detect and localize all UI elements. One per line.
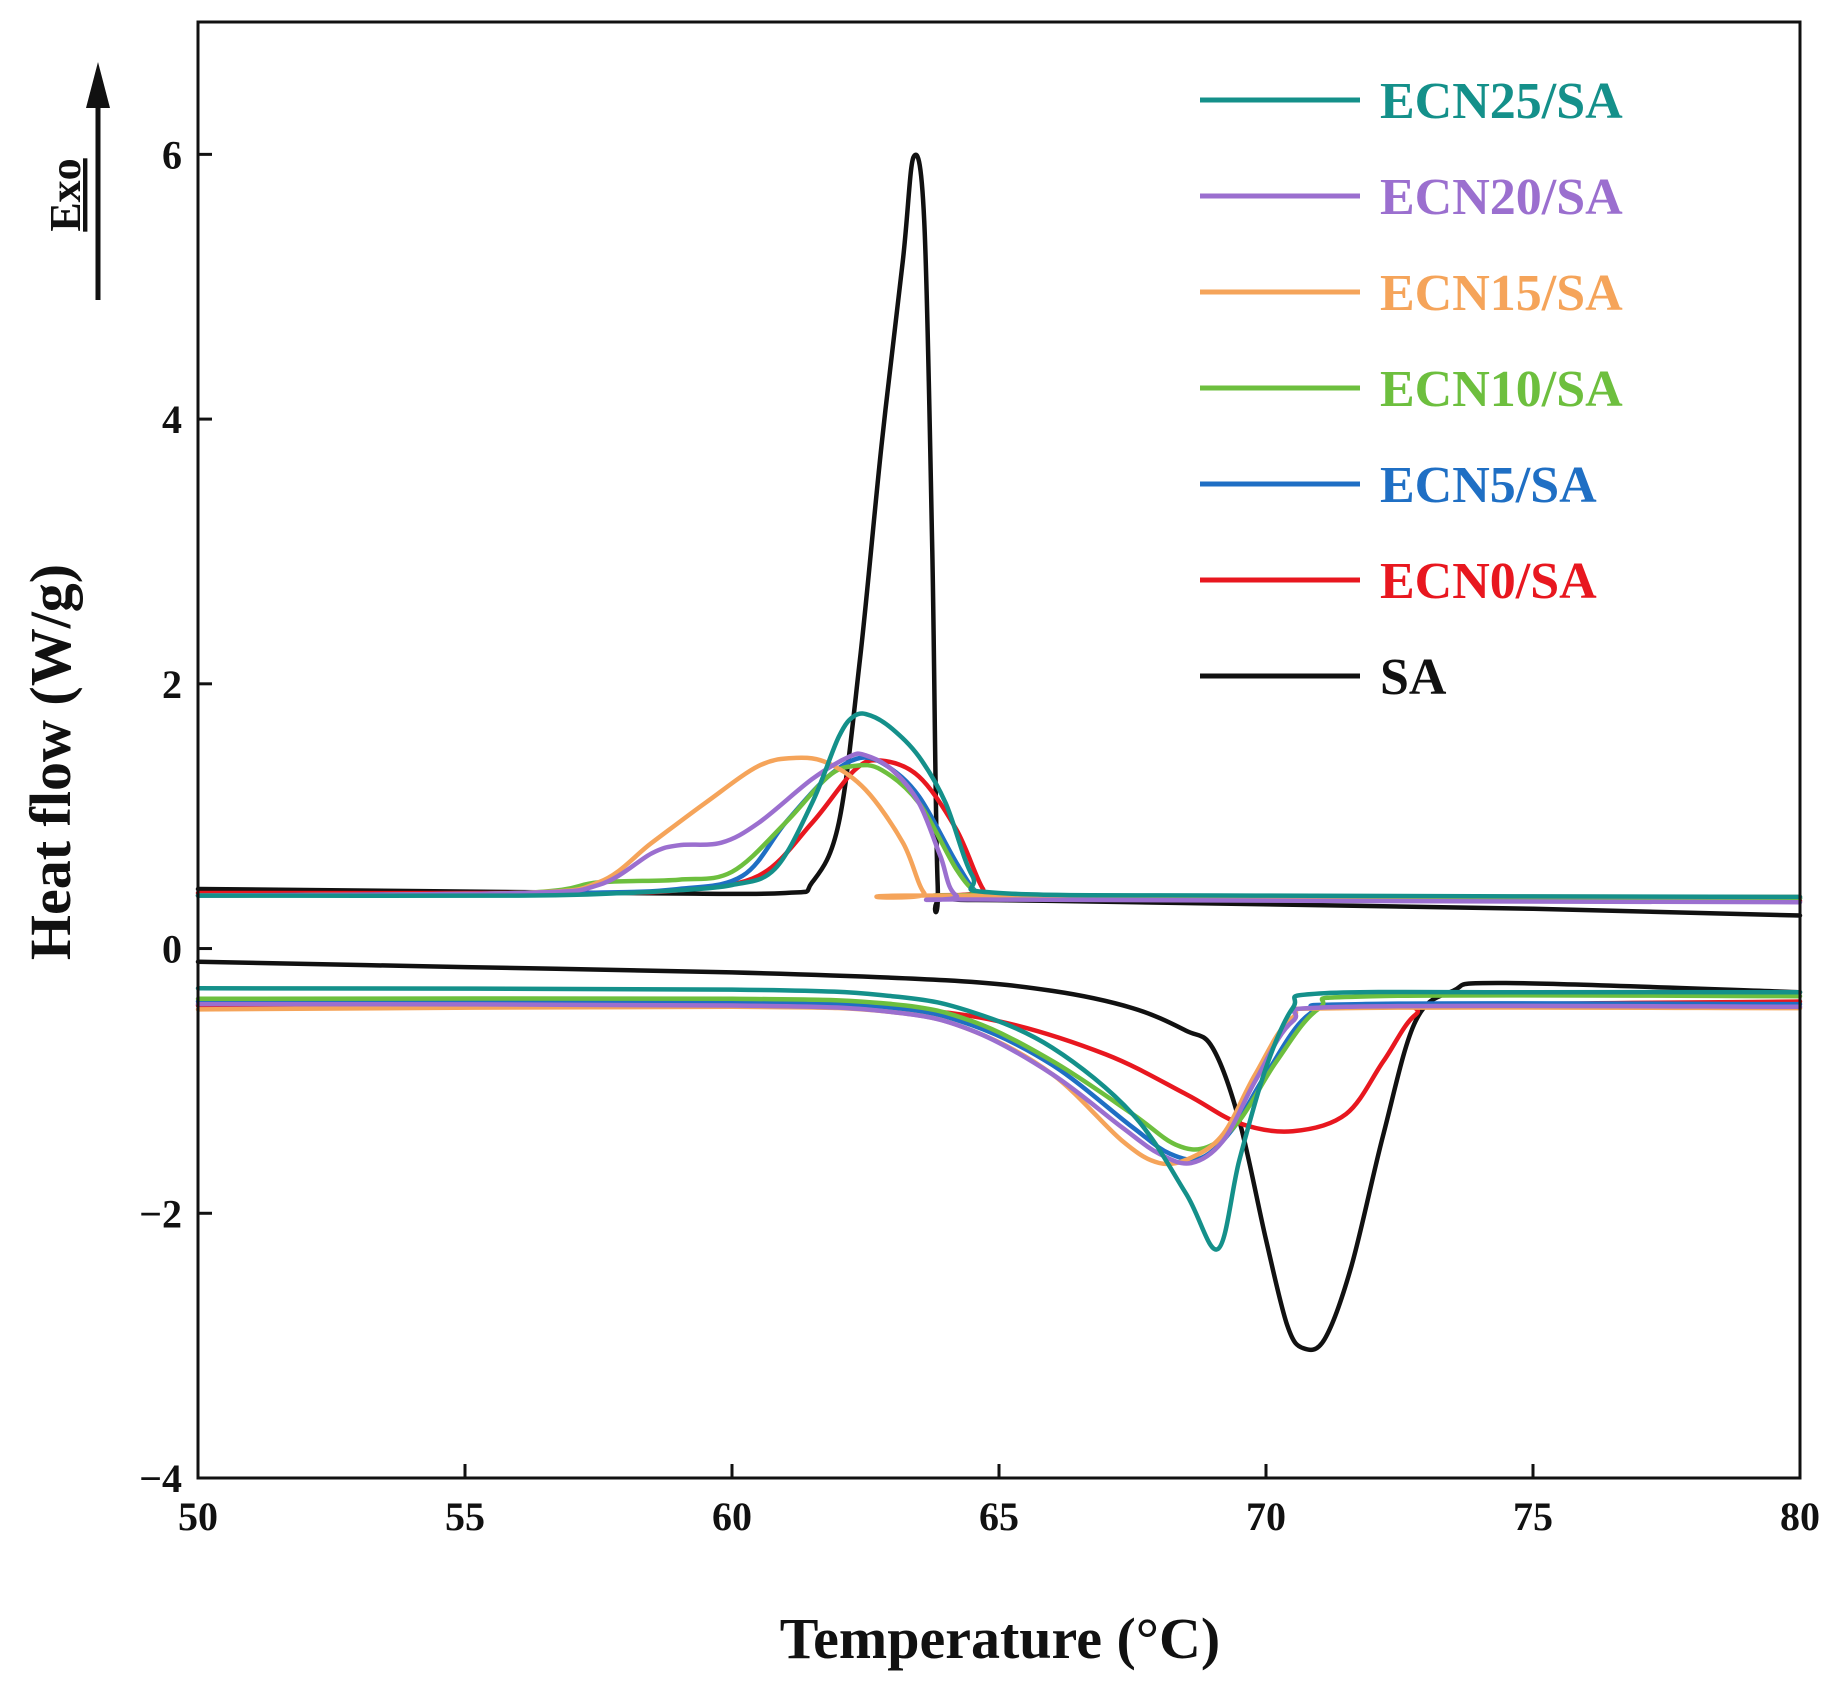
- y-tick-label: −2: [139, 1191, 182, 1236]
- x-tick-label: 70: [1246, 1494, 1286, 1539]
- y-tick-label: −4: [139, 1456, 182, 1501]
- y-tick-label: 0: [162, 927, 182, 972]
- legend-label-ecn20-sa: ECN20/SA: [1380, 169, 1623, 226]
- y-axis-title: Heat flow (W/g): [18, 564, 83, 960]
- series-ecn20-sa-cooling-curve: [195, 751, 1803, 905]
- y-tick-label: 6: [162, 132, 182, 177]
- legend-label-ecn10-sa: ECN10/SA: [1380, 361, 1623, 418]
- series-ecn25-sa-heating-curve: [195, 986, 1803, 1252]
- series-ecn10-sa-heating-curve: [195, 993, 1803, 1152]
- y-tick-label: 2: [162, 662, 182, 707]
- legend-label-ecn15-sa: ECN15/SA: [1380, 265, 1623, 322]
- legend-label-ecn0-sa: ECN0/SA: [1380, 553, 1597, 610]
- exo-label: Exo: [41, 158, 90, 231]
- series-ecn25-sa-cooling-curve: [195, 711, 1803, 900]
- x-axis-title: Temperature (°C): [780, 1606, 1220, 1671]
- y-tick-label: 4: [162, 397, 182, 442]
- series-layer: [195, 152, 1803, 1353]
- x-tick-label: 50: [178, 1494, 218, 1539]
- legend-label-ecn25-sa: ECN25/SA: [1380, 73, 1623, 130]
- legend-label-ecn5-sa: ECN5/SA: [1380, 457, 1597, 514]
- x-tick-label: 55: [445, 1494, 485, 1539]
- series-ecn20-sa-heating-curve: [195, 1001, 1803, 1166]
- legend: ECN25/SA ECN20/SA ECN15/SA ECN10/SA ECN5/SA E…: [1200, 73, 1623, 706]
- legend-label-sa: SA: [1380, 649, 1447, 706]
- exo-arrow-head: [86, 62, 110, 108]
- x-tick-label: 75: [1513, 1494, 1553, 1539]
- ticks-layer: 50 55 60 65 70 75 80 −4 −2 0 2 4 6: [139, 132, 1820, 1539]
- series-sa-heating-curve: [195, 959, 1803, 1353]
- x-tick-label: 60: [712, 1494, 752, 1539]
- exo-indicator: Exo: [41, 62, 110, 300]
- x-tick-label: 65: [979, 1494, 1019, 1539]
- x-tick-label: 80: [1780, 1494, 1820, 1539]
